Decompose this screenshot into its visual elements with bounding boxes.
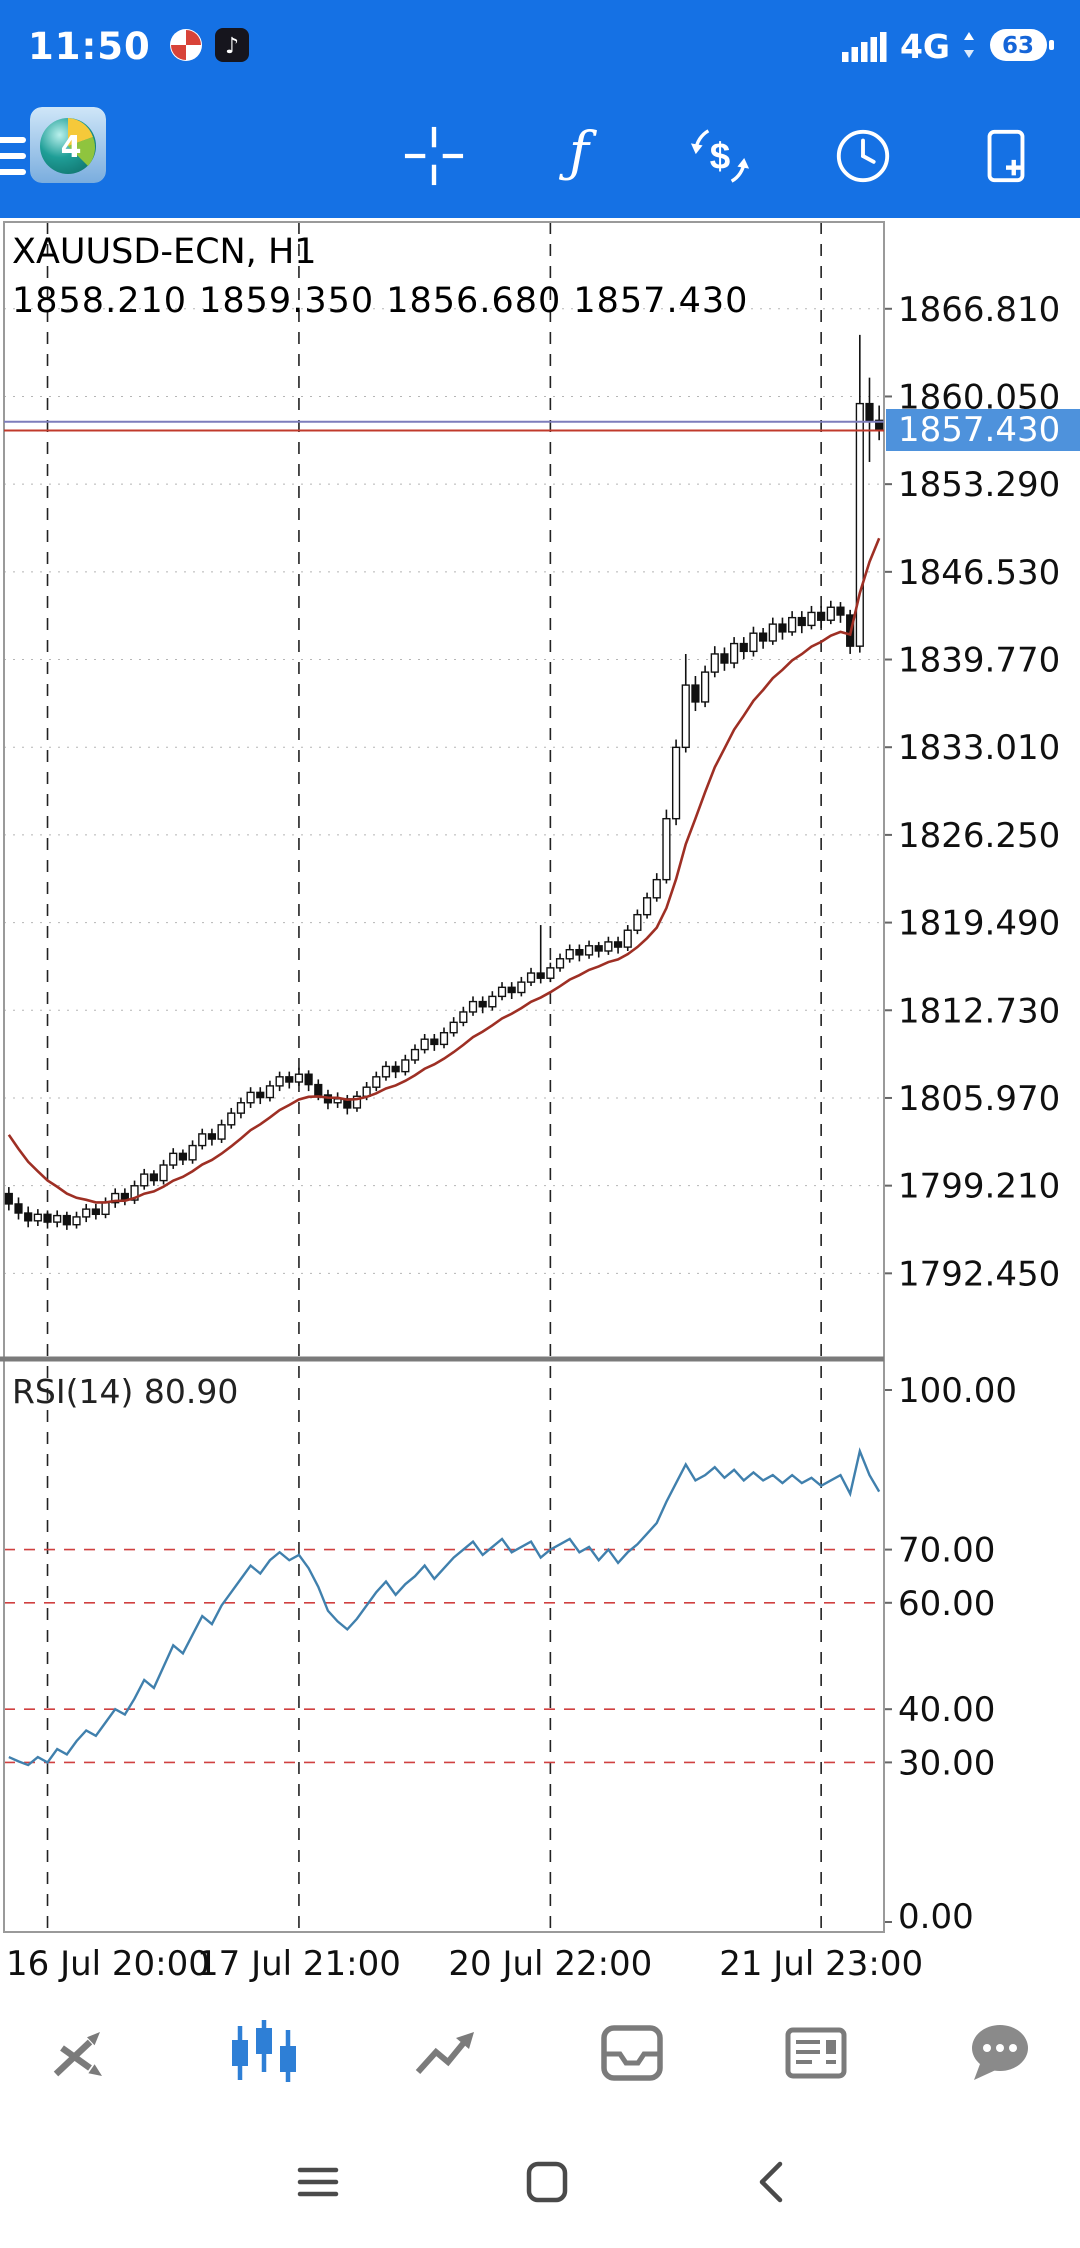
signal-strength-icon xyxy=(841,28,888,66)
indicators-button[interactable]: ƒ xyxy=(546,125,608,187)
svg-text:1833.010: 1833.010 xyxy=(898,728,1060,768)
menu-icon[interactable] xyxy=(0,135,28,179)
tab-news[interactable] xyxy=(776,2012,856,2092)
svg-text:30.00: 30.00 xyxy=(898,1743,995,1783)
status-right-cluster: 4G 63 xyxy=(841,27,1056,67)
clock-time: 11:50 xyxy=(28,25,151,68)
new-chart-button[interactable] xyxy=(975,125,1037,187)
tab-history[interactable] xyxy=(592,2012,672,2092)
svg-text:0.00: 0.00 xyxy=(898,1897,974,1937)
svg-text:1866.810: 1866.810 xyxy=(898,290,1060,330)
svg-text:63: 63 xyxy=(1002,33,1034,59)
network-type-label: 4G xyxy=(899,27,950,66)
tab-messages[interactable] xyxy=(960,2012,1040,2092)
svg-text:ƒ: ƒ xyxy=(559,125,598,184)
time-axis-label: 21 Jul 23:00 xyxy=(719,1944,924,1984)
recents-button[interactable] xyxy=(296,2156,340,2208)
tab-charts[interactable] xyxy=(224,2012,304,2092)
notification-icons: ♪ xyxy=(169,27,249,66)
data-activity-arrows-icon xyxy=(962,31,976,63)
status-bar: 11:50 ♪ 4G 63 xyxy=(0,0,1080,93)
app-toolbar: 4 ƒ $ xyxy=(0,93,1080,218)
timeframe-clock-button[interactable] xyxy=(832,125,894,187)
svg-text:1799.210: 1799.210 xyxy=(898,1167,1060,1207)
svg-text:100.00: 100.00 xyxy=(898,1371,1017,1411)
time-axis-label: 17 Jul 21:00 xyxy=(196,1944,401,1984)
svg-text:60.00: 60.00 xyxy=(898,1584,995,1624)
svg-text:1805.970: 1805.970 xyxy=(898,1079,1060,1119)
time-axis-label: 16 Jul 20:00 xyxy=(6,1944,210,1984)
svg-text:1839.770: 1839.770 xyxy=(898,641,1060,681)
svg-text:1819.490: 1819.490 xyxy=(898,904,1060,944)
rsi-indicator-label: RSI(14) 80.90 xyxy=(12,1372,239,1411)
svg-text:4: 4 xyxy=(61,130,82,165)
svg-text:1812.730: 1812.730 xyxy=(898,991,1060,1031)
tab-quotes[interactable] xyxy=(40,2012,120,2092)
svg-text:$: $ xyxy=(710,136,730,177)
battery-icon: 63 xyxy=(988,27,1056,67)
svg-text:1846.530: 1846.530 xyxy=(898,553,1060,593)
svg-text:1853.290: 1853.290 xyxy=(898,465,1060,505)
mt4-logo-icon[interactable]: 4 xyxy=(30,107,106,183)
bottom-toolbar xyxy=(0,2002,1080,2102)
current-price-badge: 1857.430 xyxy=(886,409,1080,452)
music-app-icon: ♪ xyxy=(214,27,249,66)
new-order-button[interactable]: $ xyxy=(689,125,751,187)
svg-text:♪: ♪ xyxy=(225,34,239,59)
tab-trade[interactable] xyxy=(408,2012,488,2092)
svg-text:1826.250: 1826.250 xyxy=(898,816,1060,856)
chart-ohlc-values: 1858.210 1859.350 1856.680 1857.430 xyxy=(12,281,749,321)
price-chart-canvas[interactable]: 1866.8101860.0501853.2901846.5301839.770… xyxy=(0,0,1080,1995)
swirl-app-icon xyxy=(169,28,203,66)
time-axis-label: 20 Jul 22:00 xyxy=(448,1944,653,1984)
svg-text:70.00: 70.00 xyxy=(898,1531,995,1571)
home-button[interactable] xyxy=(525,2156,569,2208)
back-button[interactable] xyxy=(754,2156,788,2208)
crosshair-button[interactable] xyxy=(403,125,465,187)
svg-text:40.00: 40.00 xyxy=(898,1690,995,1730)
toolbar-icon-row: ƒ $ xyxy=(403,125,1037,187)
chart-symbol: XAUUSD-ECN, H1 xyxy=(12,232,317,272)
android-navbar xyxy=(296,2156,788,2208)
svg-text:1792.450: 1792.450 xyxy=(898,1254,1060,1294)
